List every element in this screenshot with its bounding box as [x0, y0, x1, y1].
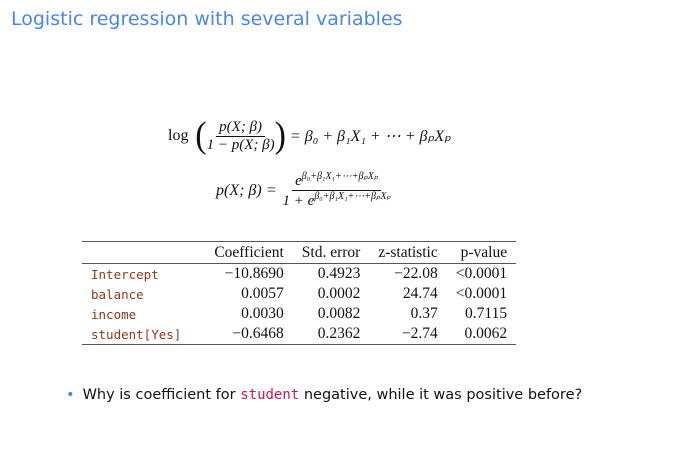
eq-lhs: log: [168, 127, 189, 144]
base: e: [295, 173, 302, 189]
cell: 0.0062: [464, 325, 508, 342]
cell: 0.0030: [241, 305, 284, 322]
column-header: p-value: [446, 241, 517, 264]
table-row: balance 0.0057 0.0002 24.74 <0.0001: [82, 284, 516, 304]
cell: 0.7115: [465, 305, 508, 322]
exponent: β₀+β₁X₁+⋯+βₚXₚ: [301, 171, 379, 182]
fraction: p(X; β) 1 − p(X; β): [207, 119, 275, 154]
column-header: Coefficient: [205, 241, 293, 264]
paren: ): [274, 115, 286, 156]
eq-rhs: = β₀ + β₁X₁ + ⋯ + βₚXₚ: [289, 128, 451, 145]
denominator: 1 + eβ₀+β₁X₁+⋯+βₚXₚ: [283, 191, 391, 210]
corner: [82, 241, 206, 264]
cell: 0.0002: [317, 285, 361, 302]
base: 1 + e: [282, 193, 315, 209]
numerator: eβ₀+β₁X₁+⋯+βₚXₚ: [292, 171, 382, 191]
cell: <0.0001: [455, 265, 508, 282]
table-row: student[Yes] −0.6468 0.2362 −2.74 0.0062: [82, 324, 516, 345]
table-row: Intercept −10.8690 0.4923 −22.08 <0.0001: [82, 264, 516, 285]
equation-prob: p(X; β) = eβ₀+β₁X₁+⋯+βₚXₚ 1 + eβ₀+β₁X₁+⋯…: [216, 171, 391, 210]
row-label: student[Yes]: [91, 326, 182, 342]
cell: 0.2362: [317, 325, 361, 342]
bullet-text: Why is coefficient for: [82, 387, 241, 403]
bullet-code: student: [240, 387, 300, 403]
cell: 24.74: [402, 285, 438, 302]
row-label: balance: [91, 286, 144, 302]
coefficient-table: Coefficient Std. error z-statistic p-value …: [82, 241, 517, 345]
row-label: income: [91, 306, 137, 322]
slide-title: Logistic regression with several variabl…: [11, 8, 403, 30]
table-body: Intercept −10.8690 0.4923 −22.08 <0.0001 bala…: [82, 264, 516, 345]
header-row: Coefficient Std. error z-statistic p-value: [82, 241, 517, 264]
numerator: p(X; β): [216, 119, 266, 137]
cell: 0.4923: [317, 265, 361, 282]
bullet-text: negative, while it was positive before?: [299, 387, 583, 403]
cell: 0.37: [410, 305, 438, 322]
equation-logit: log ( p(X; β) 1 − p(X; β) ) = β₀ + β₁X₁ …: [168, 115, 451, 156]
cell: −0.6468: [232, 325, 284, 342]
cell: <0.0001: [455, 285, 508, 302]
cell: 0.0057: [241, 285, 284, 302]
exponent: β₀+β₁X₁+⋯+βₚXₚ: [314, 191, 391, 202]
cell: −2.74: [401, 325, 438, 342]
row-label: Intercept: [91, 266, 159, 282]
column-header: Std. error: [292, 241, 370, 264]
fraction: eβ₀+β₁X₁+⋯+βₚXₚ 1 + eβ₀+β₁X₁+⋯+βₚXₚ: [283, 171, 391, 210]
eq-lhs: p(X; β) =: [216, 181, 277, 199]
bullet: • Why is coefficient for student negative…: [66, 387, 582, 403]
cell: 0.0082: [317, 305, 361, 322]
table-row: income 0.0030 0.0082 0.37 0.7115: [82, 304, 516, 324]
cell: −10.8690: [224, 265, 284, 282]
denominator: 1 − p(X; β): [206, 136, 275, 153]
cell: −22.08: [394, 265, 438, 282]
bullet-dot: •: [66, 387, 75, 403]
column-header: z-statistic: [369, 241, 447, 264]
paren: (: [188, 115, 207, 156]
